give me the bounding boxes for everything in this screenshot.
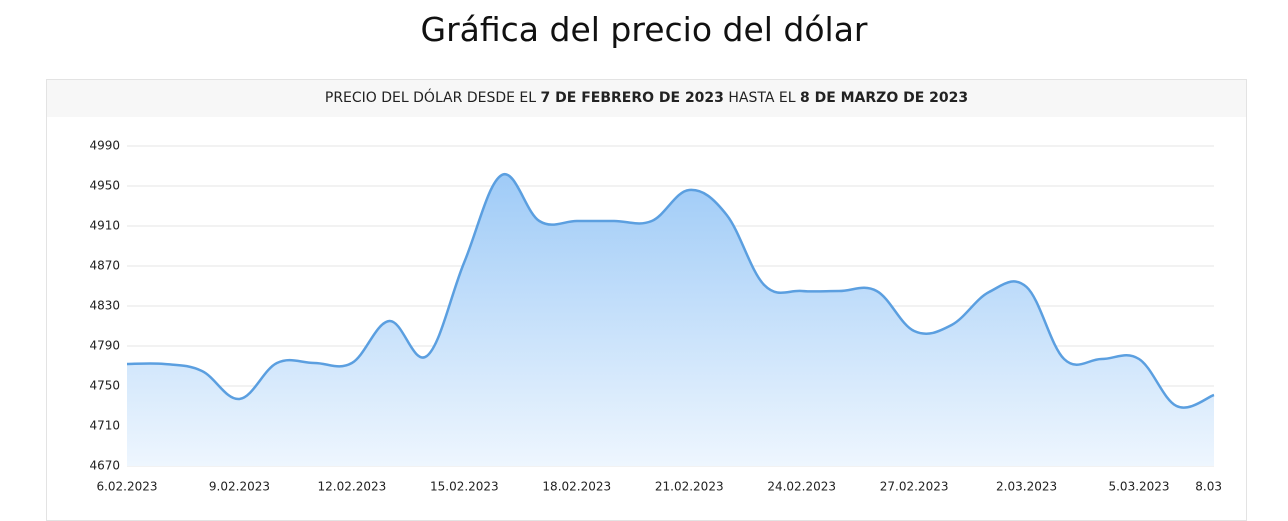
- page-title: Gráfica del precio del dólar: [420, 10, 868, 49]
- y-tick-label: 4870: [89, 259, 120, 273]
- line: [126, 173, 1215, 409]
- x-tick-label: 24.02.2023: [767, 480, 836, 494]
- x-tick-label: 9.02.2023: [209, 480, 270, 494]
- card-header: PRECIO DEL DÓLAR DESDE EL 7 DE FEBRERO D…: [47, 80, 1246, 117]
- x-tick-label: 5.03.2023: [1108, 480, 1169, 494]
- y-tick-label: 4710: [89, 419, 120, 433]
- header-date: 8 DE MARZO DE 2023: [799, 90, 969, 106]
- y-tick-label: 4910: [89, 219, 120, 233]
- header-text: PRECIO DEL DÓLAR DESDE EL: [324, 90, 541, 106]
- y-tick-label: 4790: [89, 339, 120, 353]
- x-tick-label: 18.02.2023: [542, 480, 611, 494]
- y-tick-label: 4750: [89, 379, 120, 393]
- header-date: 7 DE FEBRERO DE 2023: [540, 90, 724, 106]
- x-tick-label: 2.03.2023: [996, 480, 1057, 494]
- x-tick-label: 27.02.2023: [880, 480, 949, 494]
- x-tick-label: 21.02.2023: [655, 480, 724, 494]
- y-tick-label: 4990: [89, 139, 120, 153]
- page: Gráfica del precio del dólar PRECIO DEL …: [46, 10, 1247, 521]
- card: PRECIO DEL DÓLAR DESDE EL 7 DE FEBRERO D…: [46, 79, 1247, 521]
- x-tick-label: 12.02.2023: [318, 480, 387, 494]
- y-tick-label: 4950: [89, 179, 120, 193]
- x-tick-label: 6.02.2023: [96, 480, 157, 494]
- x-tick-label: 15.02.2023: [430, 480, 499, 494]
- y-tick-label: 4830: [89, 299, 120, 313]
- chart: 4670 4710 4750 4790 4830 4870 4910 4950 4990 6.02…: [89, 139, 1222, 494]
- area-fill: [127, 174, 1214, 466]
- x-tick-label: 8.03: [1195, 480, 1222, 494]
- header-text: HASTA EL: [723, 90, 800, 106]
- y-tick-label: 4670: [89, 459, 120, 473]
